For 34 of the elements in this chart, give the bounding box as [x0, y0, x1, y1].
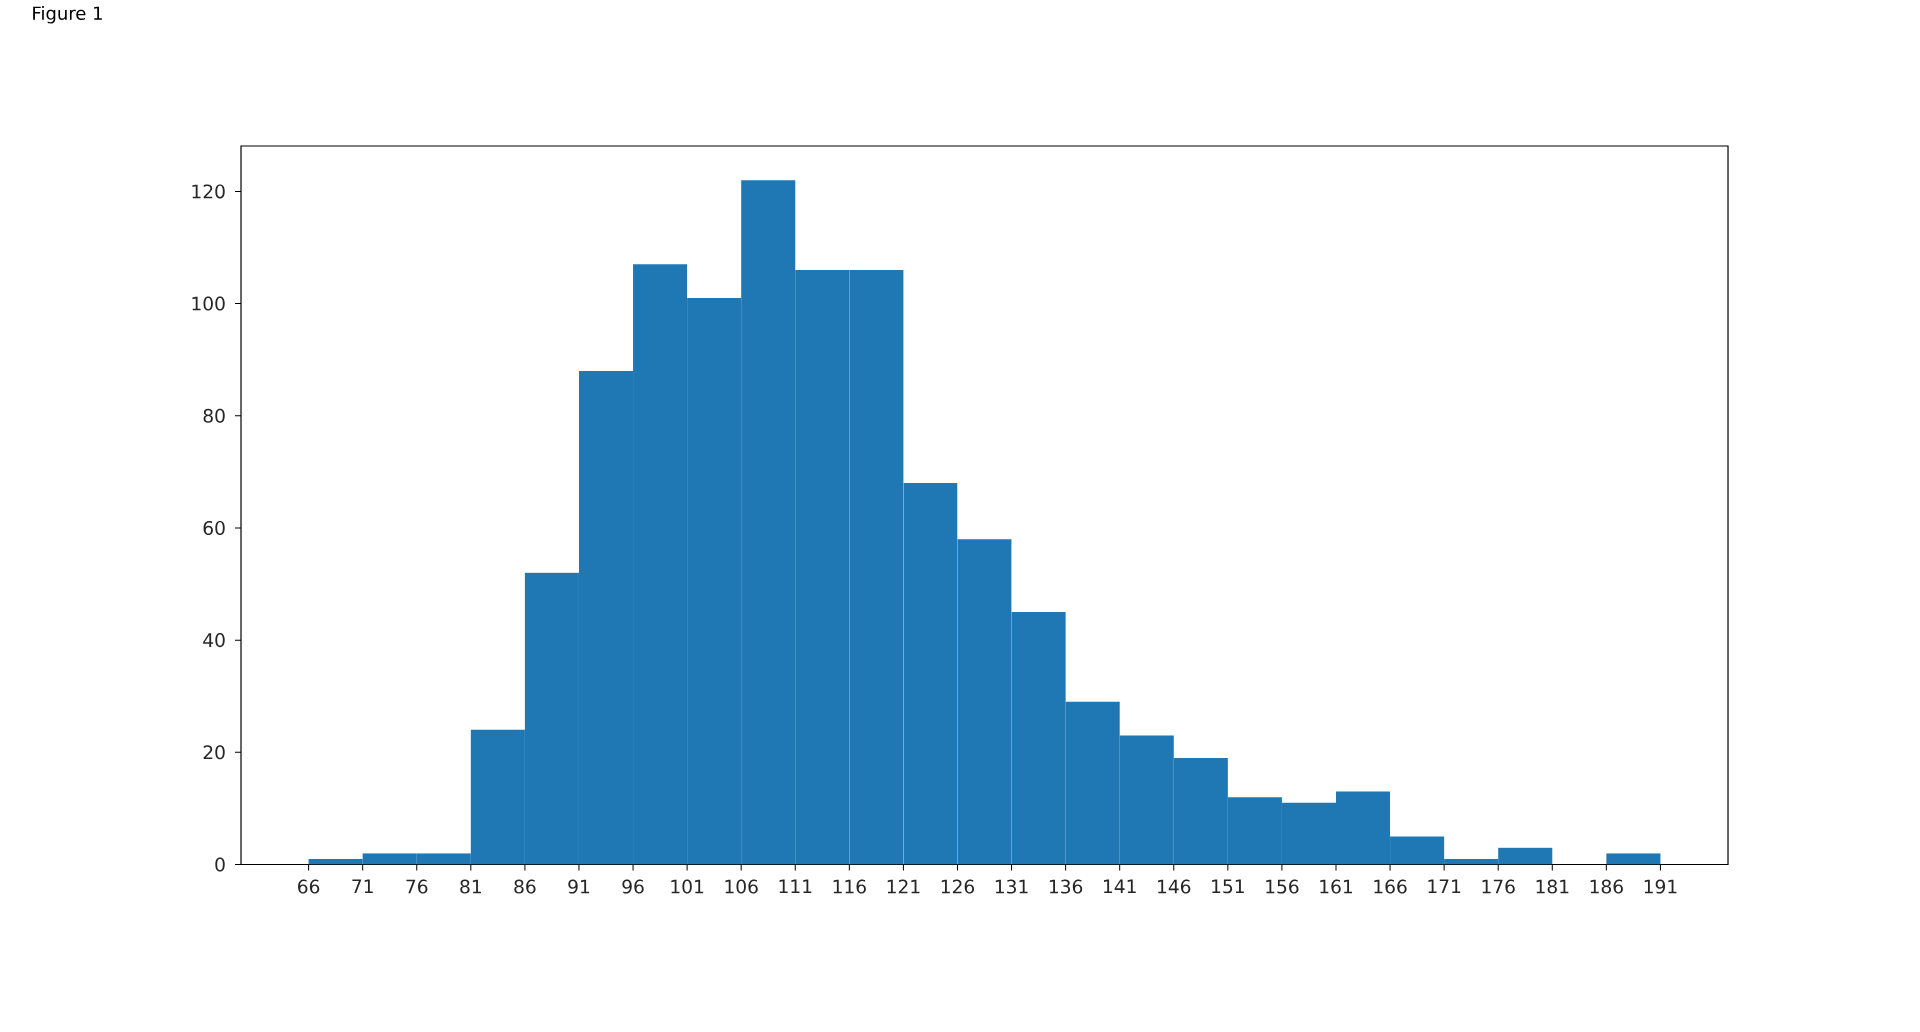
x-tick-label: 76	[406, 879, 428, 894]
x-tick-label: 106	[725, 879, 758, 894]
x-tick-label: 166	[1374, 879, 1407, 894]
x-tick-label: 186	[1590, 879, 1623, 894]
x-tick-label: 86	[514, 879, 536, 894]
x-tick-label: 141	[1103, 879, 1136, 894]
x-tick-label: 151	[1212, 879, 1244, 894]
y-tick-label: 60	[203, 520, 225, 535]
x-tick-label: 116	[833, 879, 866, 894]
x-tick-label: 101	[671, 879, 704, 894]
x-tick-label: 181	[1536, 879, 1569, 894]
x-tick-label: 161	[1320, 879, 1353, 894]
text: Figure 1	[33, 6, 102, 24]
x-tick-label: 146	[1158, 879, 1191, 894]
x-tick-label: 131	[995, 879, 1028, 894]
x-tick-label: 96	[622, 879, 644, 894]
x-tick-label: 171	[1428, 879, 1461, 894]
x-tick-label: 121	[887, 879, 920, 894]
x-tick-label: 71	[352, 879, 373, 894]
y-tick-label: 20	[203, 745, 225, 760]
y-tick-label: 100	[192, 296, 225, 311]
x-tick-label: 126	[941, 879, 975, 894]
x-tick-label: 191	[1644, 879, 1677, 894]
x-tick-label: 176	[1482, 879, 1515, 894]
x-tick-label: 81	[460, 879, 481, 894]
x-tick-label: 66	[298, 879, 320, 894]
y-tick-label: 0	[215, 857, 225, 872]
x-tick-label: 111	[779, 879, 812, 894]
x-tick-label: 91	[568, 879, 590, 894]
x-tick-label: 156	[1266, 879, 1299, 894]
y-tick-label: 80	[203, 408, 225, 423]
y-tick-label: 120	[192, 184, 225, 199]
y-tick-label: 40	[203, 633, 225, 648]
x-tick-label: 136	[1049, 879, 1083, 894]
